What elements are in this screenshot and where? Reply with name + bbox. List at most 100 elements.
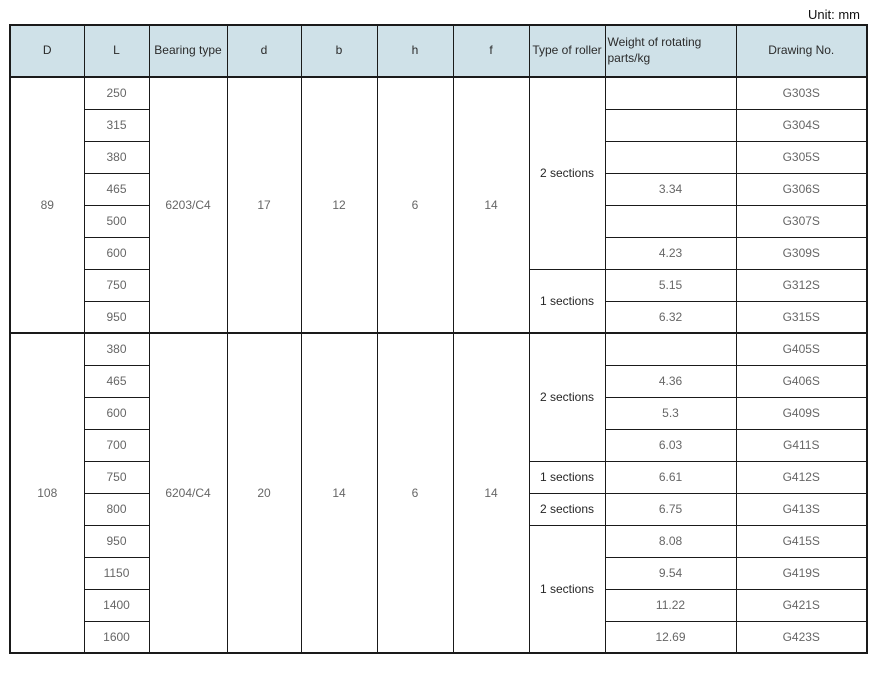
- table-row: 700 6.03 G411S: [10, 428, 868, 462]
- cell-weight: 4.36: [604, 364, 737, 398]
- cell-drawing-no: G411S: [735, 428, 868, 462]
- cell-drawing-no: G315S: [735, 300, 868, 334]
- cell-weight: 3.34: [604, 172, 737, 206]
- cell-drawing-no: G306S: [735, 172, 868, 206]
- cell-roller-type: 1 sections: [528, 268, 606, 334]
- cell-L: 950: [83, 300, 150, 334]
- table-row: 1400 11.22 G421S: [10, 588, 868, 622]
- cell-b: 12: [300, 76, 378, 334]
- cell-weight: 12.69: [604, 620, 737, 654]
- col-header-f: f: [452, 24, 530, 78]
- col-header-h: h: [376, 24, 454, 78]
- cell-L: 465: [83, 172, 150, 206]
- table-row: 465 4.36 G406S: [10, 364, 868, 398]
- cell-weight: 11.22: [604, 588, 737, 622]
- cell-L: 750: [83, 268, 150, 302]
- cell-weight: 6.32: [604, 300, 737, 334]
- cell-drawing-no: G309S: [735, 236, 868, 270]
- cell-h: 6: [376, 332, 454, 654]
- cell-weight: 8.08: [604, 524, 737, 558]
- cell-drawing-no: G405S: [735, 332, 868, 366]
- cell-L: 750: [83, 460, 150, 494]
- spec-table: D L Bearing type d b h f Type of roller …: [9, 24, 868, 654]
- cell-drawing-no: G412S: [735, 460, 868, 494]
- cell-L: 465: [83, 364, 150, 398]
- cell-D: 89: [9, 76, 85, 334]
- cell-weight: [604, 108, 737, 142]
- cell-L: 500: [83, 204, 150, 238]
- col-header-bearing-type: Bearing type: [148, 24, 228, 78]
- cell-b: 14: [300, 332, 378, 654]
- cell-weight: 6.61: [604, 460, 737, 494]
- cell-h: 6: [376, 76, 454, 334]
- cell-L: 1400: [83, 588, 150, 622]
- cell-weight: [604, 332, 737, 366]
- cell-drawing-no: G419S: [735, 556, 868, 590]
- cell-drawing-no: G406S: [735, 364, 868, 398]
- cell-weight: 5.15: [604, 268, 737, 302]
- cell-weight: 9.54: [604, 556, 737, 590]
- table-row: 800 2 sections 6.75 G413S: [10, 492, 868, 526]
- cell-D: 108: [9, 332, 85, 654]
- cell-weight: 5.3: [604, 396, 737, 430]
- table-row: 750 1 sections 5.15 G312S: [10, 268, 868, 334]
- table-row: 950 6.32 G315S: [10, 300, 868, 334]
- table-row: 600 5.3 G409S: [10, 396, 868, 430]
- col-header-b: b: [300, 24, 378, 78]
- table-row: 89 250 6203/C4 17 12 6 14 2 sections G303S: [9, 76, 868, 334]
- table-row: 380 G305S: [10, 140, 868, 174]
- table-body: 89 250 6203/C4 17 12 6 14 2 sections G303S 315 G30…: [9, 76, 868, 654]
- cell-roller-type: 2 sections: [528, 332, 606, 462]
- cell-drawing-no: G423S: [735, 620, 868, 654]
- table-row: 600 4.23 G309S: [10, 236, 868, 270]
- cell-f: 14: [452, 76, 530, 334]
- cell-drawing-no: G303S: [735, 76, 868, 110]
- table-header: D L Bearing type d b h f Type of roller …: [9, 24, 868, 78]
- cell-roller-type: 2 sections: [528, 492, 606, 526]
- col-header-L: L: [83, 24, 150, 78]
- cell-d: 20: [226, 332, 302, 654]
- cell-drawing-no: G413S: [735, 492, 868, 526]
- cell-weight: [604, 76, 737, 110]
- table-row: 1600 12.69 G423S: [10, 620, 868, 654]
- cell-bearing-type: 6204/C4: [148, 332, 228, 654]
- table-row: 108 380 6204/C4 20 14 6 14 2 sections G405S: [9, 332, 868, 654]
- cell-roller-type: 1 sections: [528, 460, 606, 494]
- cell-L: 600: [83, 396, 150, 430]
- cell-drawing-no: G304S: [735, 108, 868, 142]
- cell-drawing-no: G415S: [735, 524, 868, 558]
- cell-L: 380: [83, 140, 150, 174]
- table-row: 465 3.34 G306S: [10, 172, 868, 206]
- cell-drawing-no: G312S: [735, 268, 868, 302]
- col-header-d: d: [226, 24, 302, 78]
- cell-drawing-no: G305S: [735, 140, 868, 174]
- cell-weight: 6.75: [604, 492, 737, 526]
- cell-L: 1150: [83, 556, 150, 590]
- col-header-drawing-no: Drawing No.: [735, 24, 868, 78]
- cell-bearing-type: 6203/C4: [148, 76, 228, 334]
- cell-weight: [604, 204, 737, 238]
- cell-L: 800: [83, 492, 150, 526]
- unit-label: Unit: mm: [808, 7, 860, 22]
- cell-drawing-no: G421S: [735, 588, 868, 622]
- cell-roller-type: 2 sections: [528, 76, 606, 270]
- cell-L: 700: [83, 428, 150, 462]
- cell-L: 600: [83, 236, 150, 270]
- col-header-type-of-roller: Type of roller: [528, 24, 606, 78]
- cell-drawing-no: G409S: [735, 396, 868, 430]
- cell-L: 380: [83, 332, 150, 366]
- cell-drawing-no: G307S: [735, 204, 868, 238]
- cell-weight: [604, 140, 737, 174]
- cell-weight: 6.03: [604, 428, 737, 462]
- col-header-D: D: [9, 24, 85, 78]
- cell-L: 950: [83, 524, 150, 558]
- cell-roller-type: 1 sections: [528, 524, 606, 654]
- cell-L: 315: [83, 108, 150, 142]
- header-row: D L Bearing type d b h f Type of roller …: [9, 24, 868, 78]
- table-row: 750 1 sections 6.61 G412S: [10, 460, 868, 494]
- cell-d: 17: [226, 76, 302, 334]
- table-row: 500 G307S: [10, 204, 868, 238]
- cell-L: 250: [83, 76, 150, 110]
- cell-weight: 4.23: [604, 236, 737, 270]
